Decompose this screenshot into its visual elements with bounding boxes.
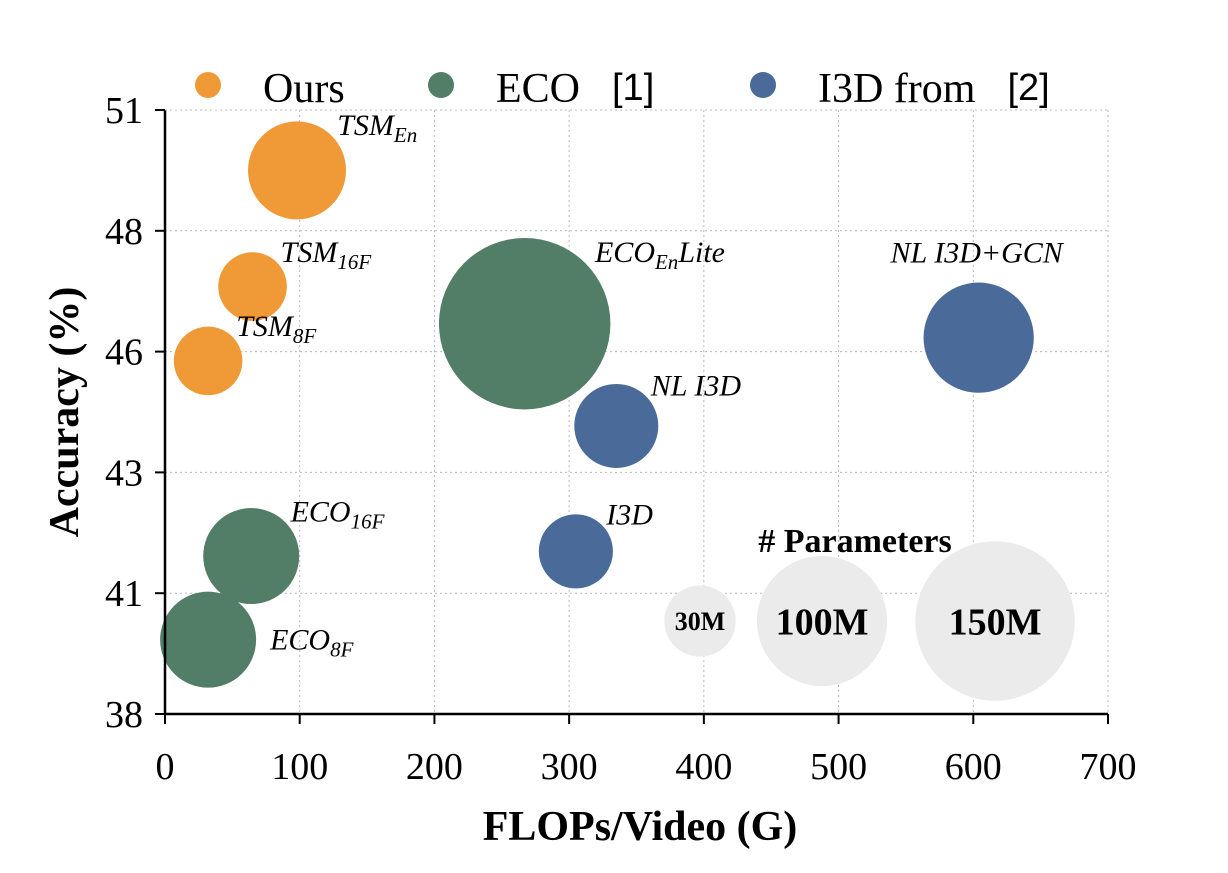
x-tick-label: 400: [675, 746, 732, 788]
y-axis-title: Accuracy (%): [42, 287, 88, 538]
legend-reference: [1]: [612, 67, 654, 109]
data-point-label: ECO8F: [269, 624, 354, 662]
size-legend-label: 30M: [675, 607, 726, 636]
x-tick-label: 200: [406, 746, 463, 788]
y-tick-label: 38: [105, 694, 143, 736]
x-tick-label: 700: [1080, 746, 1137, 788]
size-legend-label: 150M: [949, 601, 1042, 643]
data-bubble: [574, 383, 659, 468]
legend-label: Ours: [263, 66, 345, 112]
data-bubble: [218, 252, 287, 321]
size-legend-label: 100M: [776, 601, 869, 643]
data-bubble: [203, 508, 300, 605]
legend-marker: [195, 72, 221, 98]
x-tick-label: 0: [156, 746, 175, 788]
y-tick-label: 43: [105, 452, 143, 494]
data-point-label: TSM8F: [236, 310, 316, 348]
size-legend-title: # Parameters: [758, 523, 952, 560]
data-bubble: [248, 121, 347, 220]
axis-ticks: 0 100 200 300 400 500 600 700 38 41 43 46 48 51: [105, 90, 1137, 788]
y-tick-label: 48: [105, 211, 143, 253]
data-bubble: [160, 591, 257, 688]
data-bubble: [438, 237, 611, 410]
legend-marker: [428, 72, 454, 98]
data-point-label: NL I3D+GCN: [890, 237, 1065, 270]
parameter-size-legend: # Parameters 30M 100M 150M: [664, 523, 1075, 701]
data-point-label: TSM16F: [281, 236, 372, 274]
x-tick-label: 100: [271, 746, 328, 788]
data-point-label: TSMEn: [337, 109, 417, 147]
y-tick-label: 46: [105, 332, 143, 374]
y-tick-label: 51: [105, 90, 143, 132]
data-bubble: [538, 514, 613, 589]
data-point-label: NL I3D: [650, 370, 742, 403]
x-tick-label: 600: [945, 746, 1002, 788]
x-tick-label: 300: [541, 746, 598, 788]
legend-label: I3D from: [818, 66, 976, 112]
legend-label: ECO: [496, 66, 580, 112]
data-bubble: [923, 282, 1034, 393]
y-tick-label: 41: [105, 573, 143, 615]
data-point-label: ECOEnLite: [594, 236, 725, 274]
size-legend-bubble: [915, 541, 1075, 701]
legend-marker: [750, 72, 776, 98]
size-legend-bubble: [756, 555, 888, 687]
plot-frame: [163, 109, 1109, 716]
data-points: TSMEn TSM16F TSM8F ECOEnLite ECO16F ECO8F NL I…: [160, 109, 1065, 688]
size-legend-bubble: [664, 585, 736, 657]
x-tick-label: 500: [810, 746, 867, 788]
data-point-label: ECO16F: [290, 495, 385, 533]
legend-reference: [2]: [1007, 67, 1049, 109]
x-axis-title: FLOPs/Video (G): [483, 804, 798, 850]
legend: Ours ECO [1] I3D from [2]: [195, 66, 1050, 112]
data-point-label: I3D: [605, 499, 653, 532]
data-bubble: [173, 326, 243, 396]
